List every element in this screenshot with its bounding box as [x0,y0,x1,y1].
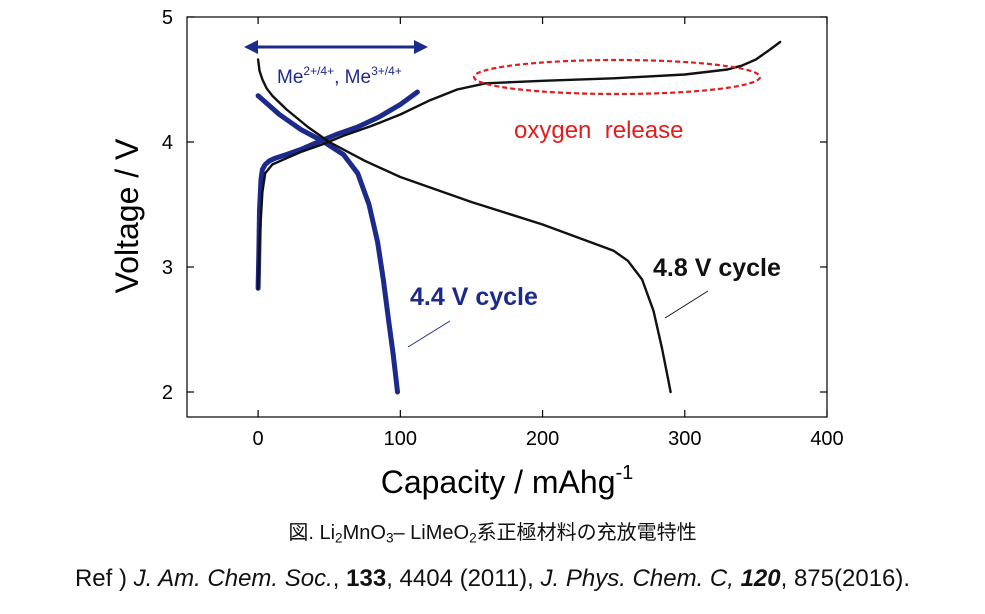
x-tick-label-200: 200 [526,428,559,450]
oxygen-ellipse [472,58,762,96]
series-line-0 [255,89,420,291]
series-group [255,40,782,395]
figure-caption: 図. Li2MnO3– LiMeO2系正極材料の充放電特性 [288,522,697,546]
series-line-3 [256,58,672,394]
cycle-48-label: 4.8 V cycle [653,254,781,282]
cycle-44-leader [407,320,451,348]
capacity-arrow [244,40,428,54]
axis-ticks: 0 100 200 300 400 2 3 4 5 [162,7,844,450]
cycle-48-leader [664,290,709,319]
arrow-label: Me2+/4+, Me3+/4+ [277,64,402,88]
x-axis-title: Capacity / mAhg-1 [381,462,634,500]
reference-line: Ref ) J. Am. Chem. Soc., 133, 4404 (2011… [74,565,911,592]
y-tick-label-5: 5 [162,7,173,29]
oxygen-label: oxygen release [514,117,683,144]
y-axis-title: Voltage / V [109,138,145,293]
x-tick-label-300: 300 [668,428,701,450]
x-tick-label-100: 100 [384,428,417,450]
x-tick-label-0: 0 [253,428,264,450]
x-tick-label-400: 400 [810,428,843,450]
cycle-44-label: 4.4 V cycle [410,283,538,311]
y-tick-label-4: 4 [162,132,173,154]
y-tick-label-2: 2 [162,382,173,404]
chart-svg: 0 100 200 300 400 2 3 4 5 Me2+/4+, Me3+/4+ oxyge… [109,7,844,500]
y-tick-label-3: 3 [162,257,173,279]
series-line-1 [255,93,400,395]
plot-frame [186,16,828,418]
